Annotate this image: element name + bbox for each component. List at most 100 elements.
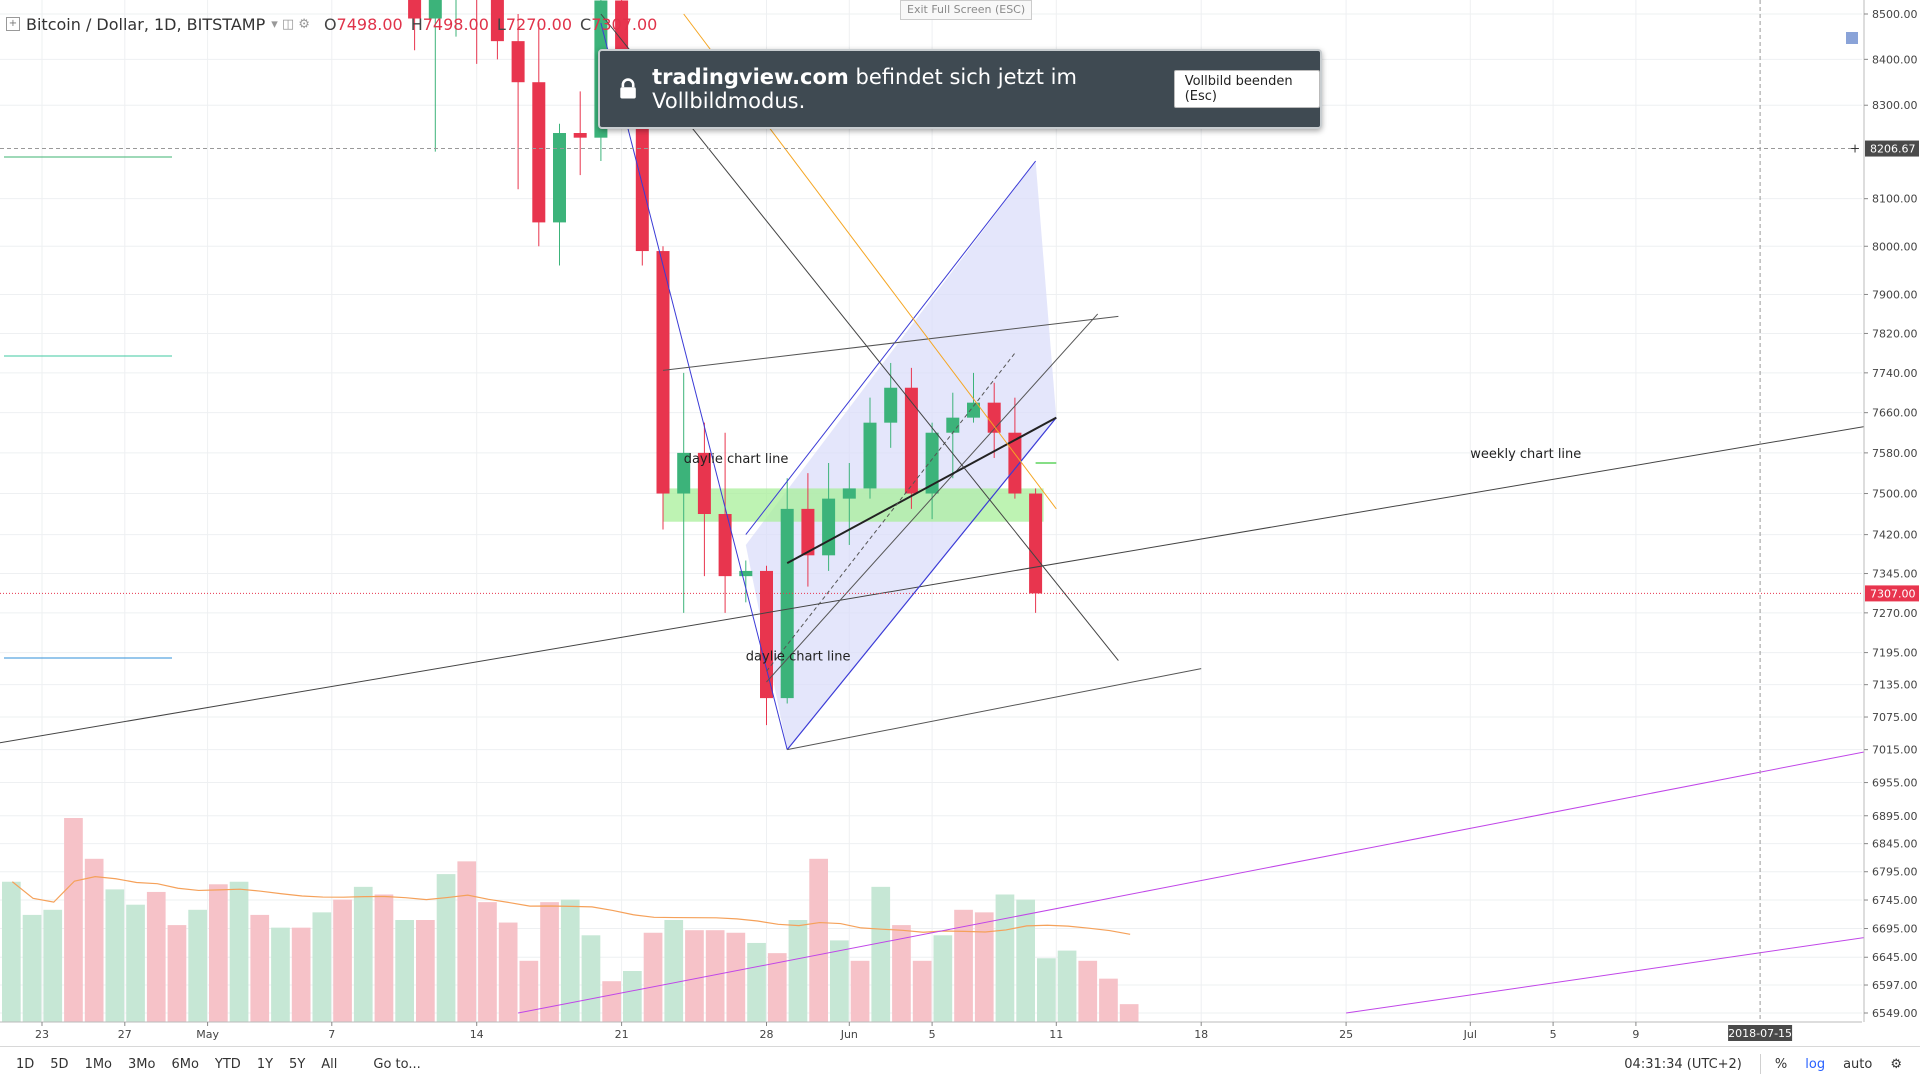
legend-settings-icon[interactable]: ▾ ◫ ⚙ <box>271 16 310 32</box>
price-tick-label: 6695.00 <box>1872 923 1918 936</box>
volume-bar <box>105 889 125 1022</box>
volume-bar <box>209 884 228 1022</box>
time-tick-label: 11 <box>1049 1028 1063 1041</box>
crosshair-price-label: 8206.67 <box>1870 143 1916 156</box>
volume-bar <box>1016 899 1035 1022</box>
timeframe-3mo[interactable]: 3Mo <box>128 1056 156 1072</box>
candle-body <box>677 452 691 494</box>
candle-body <box>1008 432 1022 494</box>
volume-bar <box>250 914 270 1022</box>
low-value: 7270.00 <box>505 14 573 34</box>
timeframe-1y[interactable]: 1Y <box>256 1056 274 1072</box>
log-scale-button[interactable]: log <box>1805 1056 1826 1072</box>
low-label: L <box>496 14 506 34</box>
volume-bar <box>188 909 207 1022</box>
channel-left-edge <box>600 22 788 750</box>
magenta-line-upper <box>518 740 1920 1014</box>
bold-trend-line <box>786 416 1057 564</box>
price-tick-label: 7075.00 <box>1872 711 1918 724</box>
magenta-line-lower <box>1346 929 1920 1014</box>
compare-toggle-icon[interactable]: + <box>6 17 20 31</box>
price-axis[interactable]: 8500.00 8400.00 8300.00 8100.00 8000.00 7900.… <box>1846 0 1920 1022</box>
price-tick-label: 7015.00 <box>1872 744 1918 757</box>
annotation-label: daylie chart line <box>684 452 789 467</box>
volume-bar <box>22 914 42 1022</box>
time-tick-label: 21 <box>615 1028 629 1041</box>
price-tick-label: 7195.00 <box>1872 647 1918 660</box>
volume-bar <box>229 881 249 1022</box>
candle-body <box>842 488 856 499</box>
time-axis[interactable]: 23 27 May 7 14 21 28 Jun 5 11 18 25 Jul 5 9 2018-07-15 <box>0 1021 1920 1046</box>
chart-annotations: daylie chart line daylie chart line weekly… <box>684 447 1582 665</box>
timeframe-5y[interactable]: 5Y <box>289 1056 306 1072</box>
clock[interactable]: 04:31:34 (UTC+2) <box>1624 1056 1742 1072</box>
price-tick-label: 6645.00 <box>1872 951 1918 964</box>
percent-scale-button[interactable]: % <box>1774 1056 1788 1072</box>
volume-bar <box>830 940 849 1022</box>
crosshair-price-label-bg <box>1865 140 1919 157</box>
price-tick-label: 7500.00 <box>1872 488 1918 501</box>
volume-bar <box>2 881 21 1022</box>
timeframe-1d[interactable]: 1D <box>16 1056 35 1072</box>
crosshair-date-bg <box>1728 1025 1793 1041</box>
candle-body <box>718 514 732 577</box>
price-tick-label: 6845.00 <box>1872 838 1918 851</box>
price-tick-label: 7270.00 <box>1872 607 1918 620</box>
goto-button[interactable]: Go to... <box>373 1056 421 1072</box>
symbol-name[interactable]: Bitcoin / Dollar, 1D, BITSTAMP <box>26 14 266 34</box>
price-tick-label: 6745.00 <box>1872 894 1918 907</box>
time-tick-label: 18 <box>1194 1028 1208 1041</box>
timeframe-6mo[interactable]: 6Mo <box>171 1056 199 1072</box>
exit-fullscreen-button[interactable]: Exit Full Screen (ESC) <box>900 0 1033 20</box>
volume-bar <box>312 912 332 1022</box>
volume-bar <box>84 858 104 1022</box>
volume-bar <box>809 858 828 1022</box>
volume-bar <box>374 894 394 1022</box>
leave-fullscreen-button[interactable]: Vollbild beenden (Esc) <box>1173 70 1320 108</box>
timeframe-1mo[interactable]: 1Mo <box>84 1056 113 1072</box>
price-tick-label: 6895.00 <box>1872 810 1918 823</box>
volume-bar <box>540 902 559 1022</box>
price-tick-label: 7580.00 <box>1872 447 1918 460</box>
close-value: 7307.00 <box>591 14 658 34</box>
volume-bar <box>974 912 994 1022</box>
candle-body <box>573 133 587 138</box>
time-tick-label: Jul <box>1463 1028 1477 1041</box>
volume-bar <box>271 927 290 1022</box>
price-tick-label: 6597.00 <box>1872 979 1918 992</box>
close-label: C <box>580 14 592 34</box>
last-price-label-bg <box>1865 585 1919 602</box>
candle-body <box>925 432 939 494</box>
timeframe-all[interactable]: All <box>321 1056 338 1072</box>
volume-bar <box>478 902 497 1022</box>
high-value: 7498.00 <box>422 14 489 34</box>
candle-body <box>739 570 753 577</box>
time-tick-label: 25 <box>1339 1028 1353 1041</box>
volume-bar <box>623 971 642 1022</box>
open-label: O <box>323 14 337 34</box>
timeframe-ytd[interactable]: YTD <box>214 1056 241 1072</box>
volume-bar <box>353 886 373 1022</box>
open-value: 7498.00 <box>336 14 403 34</box>
auto-scale-button[interactable]: auto <box>1843 1056 1873 1072</box>
volume-bar <box>892 925 911 1022</box>
price-tick-label: 6795.00 <box>1872 866 1918 879</box>
volume-bar <box>560 899 580 1022</box>
timeframe-5d[interactable]: 5D <box>50 1056 69 1072</box>
volume-bar <box>933 935 953 1022</box>
drawing-shapes <box>663 161 1057 750</box>
candle-body <box>408 0 422 19</box>
time-axis-bg <box>0 1022 1920 1046</box>
candle-body <box>553 133 566 223</box>
fullscreen-message: tradingview.com befindet sich jetzt im V… <box>652 65 1156 113</box>
volume-bar <box>685 930 704 1022</box>
symbol-legend: + Bitcoin / Dollar, 1D, BITSTAMP ▾ ◫ ⚙ O… <box>6 12 657 36</box>
candle-body <box>822 498 836 556</box>
price-tick-label: 8400.00 <box>1872 53 1918 66</box>
volume-bar <box>850 960 870 1022</box>
price-tick-label: 8000.00 <box>1872 240 1918 253</box>
volume-bar <box>291 927 311 1022</box>
settings-gear-icon[interactable]: ⚙ <box>1890 1056 1902 1072</box>
add-alert-icon[interactable]: + <box>1850 142 1860 156</box>
